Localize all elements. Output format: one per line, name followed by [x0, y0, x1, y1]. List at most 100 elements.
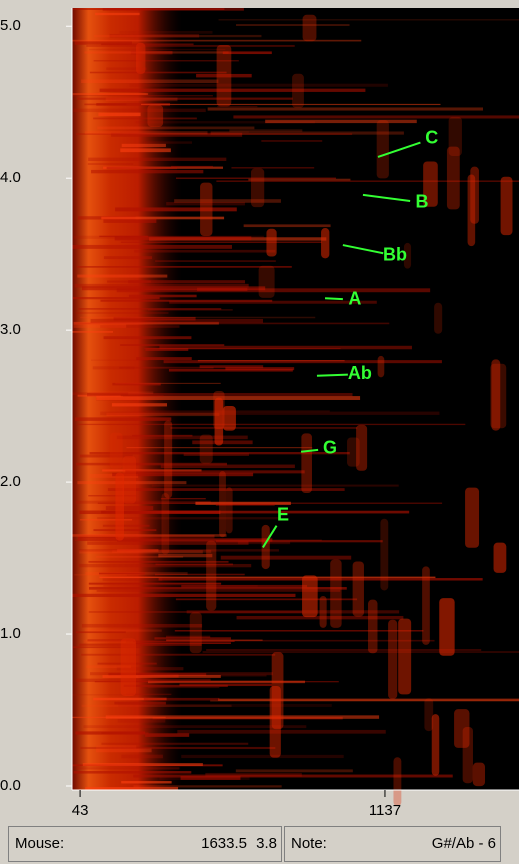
spectrogram-texture	[119, 366, 214, 369]
spectrogram-texture	[302, 14, 317, 42]
spectrogram-texture	[218, 19, 519, 21]
y-tick-label: 3.0	[0, 321, 21, 338]
spectrogram-texture	[490, 363, 507, 429]
spectrogram-texture	[258, 265, 275, 298]
spectrogram-texture	[423, 161, 438, 207]
annotation-label: E	[277, 504, 289, 524]
spectrogram-texture	[151, 484, 399, 487]
spectrogram-texture	[113, 316, 196, 321]
spectrogram-texture	[93, 117, 197, 120]
spectrogram-texture	[77, 97, 293, 100]
spectrogram-texture	[93, 529, 157, 532]
spectrogram-texture	[388, 619, 398, 700]
status-value: G#/Ab - 6	[431, 835, 496, 852]
spectrogram-texture	[356, 424, 368, 471]
spectrogram-texture	[81, 286, 266, 291]
spectrogram-texture	[98, 572, 145, 575]
spectrogram-texture	[130, 50, 173, 55]
spectrogram-texture	[84, 103, 127, 106]
spectrogram-texture	[434, 302, 443, 334]
spectrogram-texture	[91, 169, 204, 174]
spectrogram-texture	[89, 452, 350, 455]
spectrogram-texture	[199, 365, 264, 369]
spectrogram-texture	[206, 540, 217, 611]
spectrogram-texture	[145, 348, 189, 351]
spectrogram-texture	[126, 693, 172, 696]
spectrogram-texture	[158, 578, 483, 581]
spectrogram-texture	[97, 93, 147, 95]
spectrogram-texture	[81, 623, 203, 628]
spectrogram-texture	[77, 481, 187, 485]
spectrogram-texture	[112, 549, 212, 553]
spectrogram-texture	[123, 684, 228, 687]
spectrogram-texture	[72, 694, 126, 696]
spectrogram-texture	[233, 115, 519, 119]
spectrogram-texture	[97, 517, 281, 520]
spectrogram-texture	[95, 12, 140, 16]
spectrogram-texture	[467, 174, 476, 247]
spectrogram-texture	[97, 662, 157, 665]
spectrogram-texture	[117, 718, 166, 723]
spectrogram-texture	[90, 359, 149, 361]
spectrogram-texture	[74, 41, 132, 45]
spectrogram-texture	[216, 180, 519, 182]
spectrogram-texture	[114, 236, 252, 241]
spectrogram-texture	[73, 324, 127, 328]
spectrogram-texture	[199, 434, 213, 464]
spectrogram-texture	[121, 143, 166, 148]
spectrogram-texture	[248, 178, 351, 181]
annotation-pointer	[377, 141, 421, 158]
spectrogram-texture	[72, 39, 362, 42]
spectrogram-texture	[87, 163, 134, 166]
spectrogram-texture	[83, 640, 127, 643]
spectrogram-texture	[143, 141, 193, 144]
spectrogram-texture	[171, 165, 213, 168]
spectrogram-texture	[500, 176, 513, 236]
spectrogram-texture	[134, 249, 276, 253]
spectrogram-texture	[100, 325, 180, 328]
spectrogram-texture	[103, 219, 157, 223]
spectrogram-texture	[119, 30, 213, 34]
status-label: Mouse:	[15, 835, 65, 852]
spectrogram-texture	[133, 785, 282, 788]
x-tick-label: 43	[72, 802, 89, 819]
spectrogram-texture	[251, 168, 265, 208]
spectrogram-texture	[96, 103, 170, 106]
spectrogram-texture	[143, 697, 220, 701]
spectrogram-texture	[78, 308, 222, 310]
spectrogram-texture	[72, 93, 149, 95]
spectrogram-texture	[243, 224, 331, 228]
spectrogram-texture	[116, 288, 431, 293]
spectrogram-texture	[302, 575, 318, 618]
status-note: Note: G#/Ab - 6	[284, 826, 501, 862]
annotation-label: G	[323, 437, 337, 457]
spectrogram-texture	[164, 420, 173, 499]
spectrogram-texture	[196, 73, 252, 78]
spectrogram-texture	[72, 95, 213, 97]
spectrogram-texture	[107, 488, 345, 491]
spectrogram-texture	[103, 585, 258, 587]
spectrogram-texture	[77, 394, 121, 397]
spectrogram-texture	[207, 107, 484, 111]
spectrogram-texture	[132, 434, 193, 437]
spectrogram-texture	[135, 42, 146, 74]
spectrogram-texture	[155, 563, 233, 566]
spectrogram-texture	[210, 131, 404, 135]
spectrogram-texture	[84, 131, 208, 135]
spectrogram-texture	[84, 51, 229, 54]
y-tick-label: 0.0	[0, 777, 21, 794]
spectrogram-texture	[100, 299, 273, 302]
annotation-pointer	[300, 448, 319, 453]
annotation-label: A	[348, 289, 361, 309]
spectrogram-texture	[141, 103, 441, 106]
spectrogram-texture	[117, 549, 159, 552]
spectrogram-texture	[166, 639, 435, 642]
spectrogram-texture	[202, 651, 519, 653]
annotation-pointer	[262, 525, 278, 548]
spectrogram-texture	[78, 563, 252, 568]
spectrogram-texture	[491, 359, 501, 431]
spectrogram-texture	[321, 228, 330, 259]
spectrogram-texture	[88, 560, 229, 563]
spectrogram-texture	[160, 497, 206, 500]
spectrogram-texture	[111, 132, 243, 137]
